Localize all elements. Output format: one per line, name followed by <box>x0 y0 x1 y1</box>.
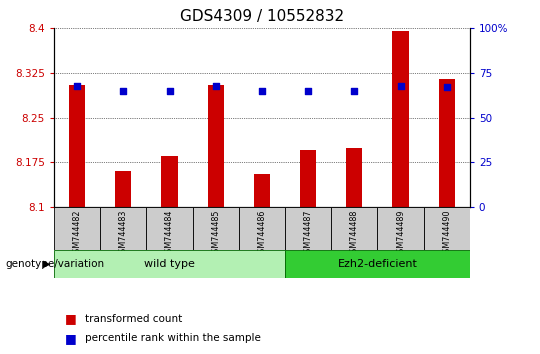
Text: GSM744486: GSM744486 <box>258 209 266 258</box>
Bar <box>100 207 146 250</box>
Bar <box>54 207 100 250</box>
Point <box>350 88 359 94</box>
Bar <box>438 79 455 207</box>
Text: genotype/variation: genotype/variation <box>5 259 105 269</box>
Text: GSM744488: GSM744488 <box>350 209 359 258</box>
Bar <box>161 156 178 207</box>
Point <box>258 88 266 94</box>
Text: GSM744487: GSM744487 <box>303 209 313 258</box>
Bar <box>377 207 423 250</box>
Text: GSM744483: GSM744483 <box>119 209 128 258</box>
Bar <box>207 85 224 207</box>
Bar <box>423 207 470 250</box>
Text: GSM744490: GSM744490 <box>442 209 451 258</box>
Text: GSM744484: GSM744484 <box>165 209 174 258</box>
Bar <box>331 207 377 250</box>
Bar <box>69 85 85 207</box>
Text: ▶: ▶ <box>43 259 50 269</box>
Bar <box>300 150 316 207</box>
Bar <box>285 250 470 278</box>
Point <box>211 83 220 88</box>
Text: GSM744485: GSM744485 <box>211 209 220 258</box>
Bar <box>346 148 362 207</box>
Bar <box>239 207 285 250</box>
Bar <box>54 250 285 278</box>
Text: ■: ■ <box>65 312 77 325</box>
Text: ■: ■ <box>65 332 77 344</box>
Text: transformed count: transformed count <box>85 314 183 324</box>
Bar <box>115 171 131 207</box>
Bar <box>393 31 409 207</box>
Point <box>442 85 451 90</box>
Point <box>119 88 127 94</box>
Text: Ezh2-deficient: Ezh2-deficient <box>338 259 417 269</box>
Bar <box>285 207 331 250</box>
Text: GSM744482: GSM744482 <box>72 209 82 258</box>
Text: percentile rank within the sample: percentile rank within the sample <box>85 333 261 343</box>
Point <box>304 88 313 94</box>
Point <box>165 88 174 94</box>
Bar <box>193 207 239 250</box>
Bar <box>146 207 193 250</box>
Point <box>396 83 405 88</box>
Bar <box>254 174 270 207</box>
Title: GDS4309 / 10552832: GDS4309 / 10552832 <box>180 9 344 24</box>
Text: GSM744489: GSM744489 <box>396 209 405 258</box>
Point <box>73 83 82 88</box>
Text: wild type: wild type <box>144 259 195 269</box>
